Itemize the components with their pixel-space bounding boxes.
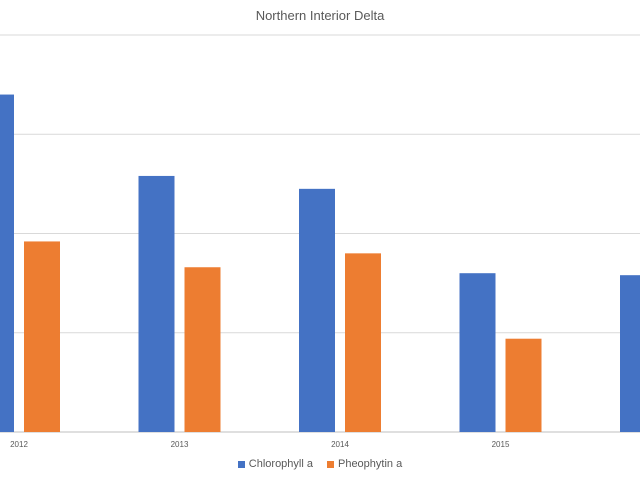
x-tick-label: 2015 <box>492 440 510 449</box>
bar-chlorophyll-2015[interactable] <box>459 273 496 432</box>
legend-label-pheophytin: Pheophytin a <box>337 458 403 470</box>
bar-chlorophyll-2012[interactable] <box>0 94 14 433</box>
legend-item-chlorophyll[interactable]: Chlorophyll a <box>237 458 313 470</box>
bar-pheophytin-2015[interactable] <box>505 338 542 432</box>
legend-label-chlorophyll: Chlorophyll a <box>248 458 313 470</box>
bar-pheophytin-2012[interactable] <box>24 241 60 432</box>
chart-title: Northern Interior Delta <box>255 8 385 23</box>
bar-chlorophyll-2013[interactable] <box>138 175 175 432</box>
bars <box>0 94 640 433</box>
bar-pheophytin-2014[interactable] <box>345 253 381 432</box>
bar-chlorophyll-2016[interactable] <box>620 275 640 432</box>
bar-chlorophyll-2014[interactable] <box>299 188 335 432</box>
x-tick-label: 2012 <box>10 440 28 449</box>
x-tick-label: 2013 <box>171 440 189 449</box>
bar-pheophytin-2013[interactable] <box>184 267 221 432</box>
legend-item-pheophytin[interactable]: Pheophytin a <box>326 458 403 470</box>
legend: Chlorophyll a Pheophytin a <box>0 458 640 470</box>
x-tick-labels: 20122013201420152016 <box>10 440 510 449</box>
x-tick-label: 2014 <box>331 440 349 449</box>
legend-swatch-pheophytin <box>326 460 334 468</box>
legend-swatch-chlorophyll <box>237 460 245 468</box>
